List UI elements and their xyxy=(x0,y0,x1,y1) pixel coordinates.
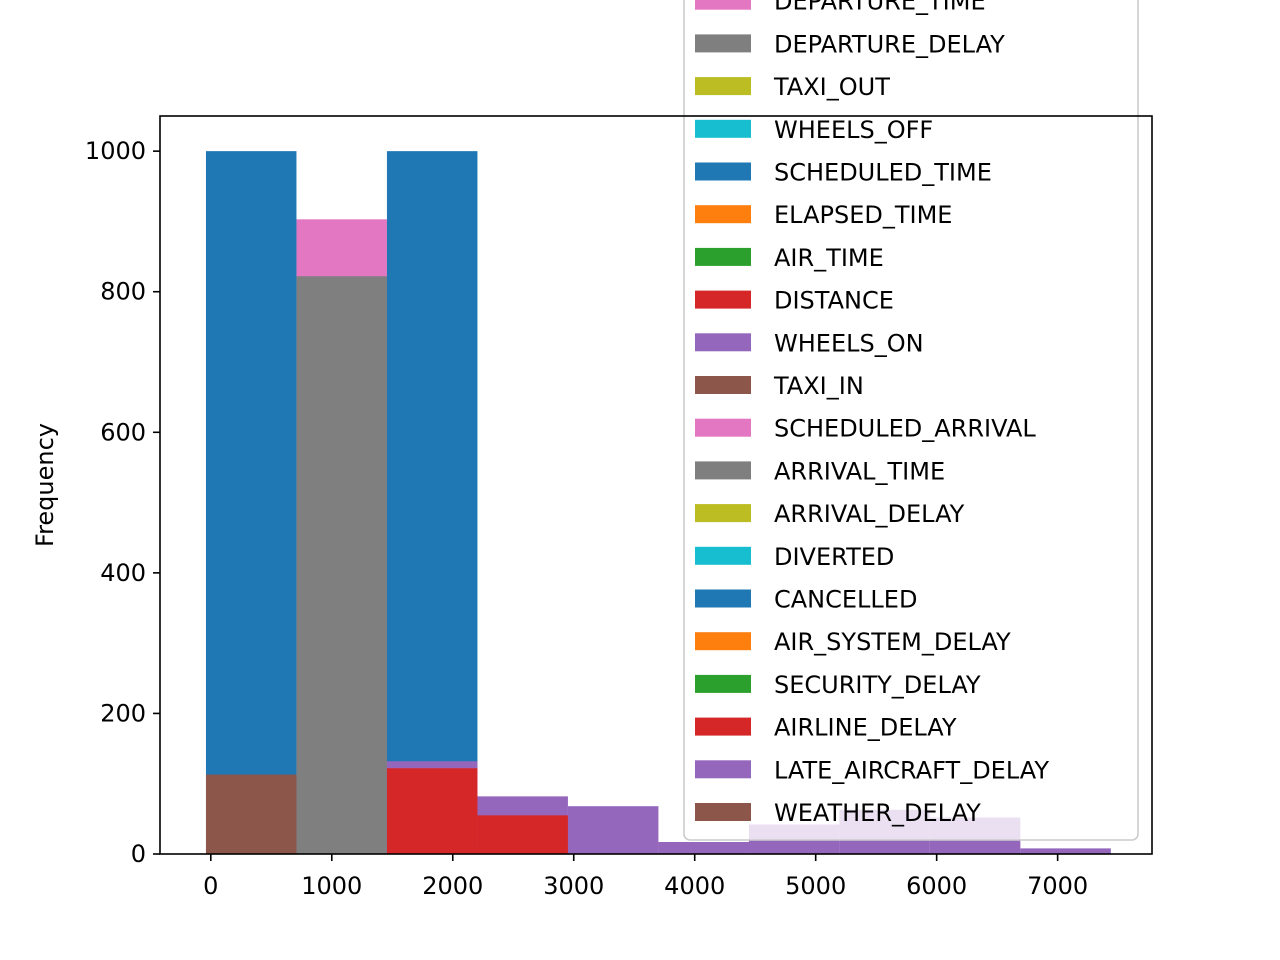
x-tick-label: 5000 xyxy=(785,872,846,900)
y-tick-label: 600 xyxy=(100,418,146,446)
legend-label-scheduled-time: SCHEDULED_TIME xyxy=(774,159,992,187)
legend-label-security-delay: SECURITY_DELAY xyxy=(774,671,981,699)
legend-swatch-cancelled xyxy=(695,589,751,608)
y-axis-label: Frequency xyxy=(31,423,59,547)
legend-label-taxi-in: TAXI_IN xyxy=(773,372,864,400)
legend-swatch-security-delay xyxy=(695,674,751,693)
legend-swatch-taxi-in xyxy=(695,376,751,394)
x-tick-label: 2000 xyxy=(422,872,483,900)
y-tick-label: 800 xyxy=(100,278,146,306)
legend-swatch-wheels-off xyxy=(695,119,751,138)
y-tick-label: 1000 xyxy=(85,137,146,165)
legend-swatch-wheels-on xyxy=(695,333,751,352)
legend-label-arrival-time: ARRIVAL_TIME xyxy=(774,457,945,485)
legend-label-scheduled-arrival: SCHEDULED_ARRIVAL xyxy=(774,415,1036,443)
y-tick-label: 400 xyxy=(100,559,146,587)
bar-airline-delay-bin-2 xyxy=(386,768,478,854)
legend-label-airline-delay: AIRLINE_DELAY xyxy=(774,714,957,742)
legend-label-cancelled: CANCELLED xyxy=(774,586,917,614)
bar-wheels-on-bin-4 xyxy=(567,806,659,854)
bar-wheels-on-bin-9 xyxy=(1020,848,1111,854)
x-tick-label: 4000 xyxy=(664,872,725,900)
legend-swatch-air-system-delay xyxy=(695,632,751,651)
legend-swatch-diverted xyxy=(695,546,751,565)
legend-label-air-time: AIR_TIME xyxy=(774,244,884,272)
legend-label-diverted: DIVERTED xyxy=(774,543,894,571)
x-tick-label: 3000 xyxy=(543,872,604,900)
legend-swatch-elapsed-time xyxy=(695,205,751,224)
legend-label-air-system-delay: AIR_SYSTEM_DELAY xyxy=(774,628,1011,656)
legend-label-departure-delay: DEPARTURE_DELAY xyxy=(774,30,1005,58)
legend-label-taxi-out: TAXI_OUT xyxy=(773,73,890,101)
legend-swatch-airline-delay xyxy=(695,717,751,736)
legend: DEPARTURE_TIME DEPARTURE_DELAY TAXI_OUT WHE… xyxy=(683,0,1139,841)
bar-taxi-in-bin-0 xyxy=(205,774,297,854)
legend-label-departure-time: DEPARTURE_TIME xyxy=(774,0,986,16)
legend-swatch-late-aircraft-delay xyxy=(695,760,751,779)
x-tick-label: 0 xyxy=(203,872,218,900)
x-tick-label: 1000 xyxy=(301,872,362,900)
bar-scheduled-time-bin-0 xyxy=(205,151,297,855)
legend-label-wheels-on: WHEELS_ON xyxy=(774,329,924,357)
legend-label-elapsed-time: ELAPSED_TIME xyxy=(774,201,952,229)
bar-scheduled-time-bin-2 xyxy=(386,151,478,855)
y-axis: 0 200 400 600 800 1000 xyxy=(85,137,160,868)
legend-label-late-aircraft-delay: LATE_AIRCRAFT_DELAY xyxy=(774,756,1049,784)
legend-swatch-taxi-out xyxy=(695,77,751,96)
legend-swatch-weather-delay xyxy=(695,803,751,821)
y-tick-label: 200 xyxy=(100,699,146,727)
legend-swatch-distance xyxy=(695,290,751,309)
x-tick-label: 7000 xyxy=(1027,872,1088,900)
bar-departure-delay-bin-1 xyxy=(296,276,387,854)
bar-late-aircraft-delay-bin-5 xyxy=(658,842,749,854)
legend-swatch-arrival-time xyxy=(695,461,751,480)
plot-frame xyxy=(159,115,1153,855)
legend-swatch-scheduled-time xyxy=(695,162,751,181)
legend-label-distance: DISTANCE xyxy=(774,287,894,315)
y-tick-label: 0 xyxy=(131,840,146,868)
legend-label-wheels-off: WHEELS_OFF xyxy=(774,116,933,144)
legend-label-arrival-delay: ARRIVAL_DELAY xyxy=(774,500,965,528)
legend-box xyxy=(683,0,1139,841)
legend-swatch-arrival-delay xyxy=(695,504,751,523)
legend-label-weather-delay: WEATHER_DELAY xyxy=(774,799,981,827)
legend-swatch-departure-time xyxy=(695,0,751,10)
legend-swatch-departure-delay xyxy=(695,34,751,53)
bar-airline-delay-bin-3 xyxy=(477,815,568,854)
legend-swatch-scheduled-arrival xyxy=(695,418,751,437)
x-tick-label: 6000 xyxy=(906,872,967,900)
x-axis: 0 1000 2000 3000 4000 5000 6000 7000 xyxy=(203,854,1088,900)
legend-swatch-air-time xyxy=(695,247,751,266)
